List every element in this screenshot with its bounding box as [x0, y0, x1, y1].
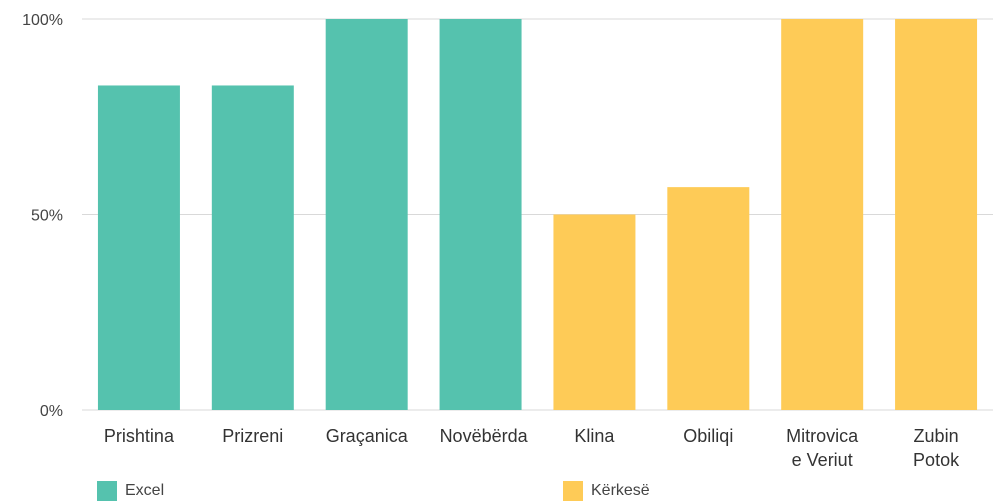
y-tick-label: 0%	[40, 403, 63, 420]
y-tick-label: 50%	[31, 208, 63, 225]
x-tick-label-box: Prishtina	[82, 424, 196, 448]
x-tick-label: Graçanica	[325, 426, 408, 446]
x-tick-label-box: Zubin Potok	[879, 424, 993, 472]
x-tick-label: Zubin Potok	[913, 426, 960, 470]
x-tick-label-box: Novëbërda	[424, 424, 538, 448]
x-tick-label: Prishtina	[103, 426, 174, 446]
bar	[97, 85, 180, 410]
bar	[895, 19, 978, 410]
x-tick-label-box: Klina	[538, 424, 652, 448]
legend-item: Kërkesë	[563, 481, 650, 501]
bar	[781, 19, 864, 410]
x-tick-label-box: Prizreni	[196, 424, 310, 448]
x-tick-label-box: Mitrovica e Veriut	[765, 424, 879, 472]
bar	[211, 85, 294, 410]
legend-label: Kërkesë	[591, 482, 650, 499]
bar	[439, 19, 522, 410]
x-tick-label: Novëbërda	[439, 426, 528, 446]
bar	[325, 19, 408, 410]
x-tick-label: Obiliqi	[683, 426, 734, 446]
x-tick-label-box: Obiliqi	[651, 424, 765, 448]
legend-swatch	[563, 481, 583, 501]
legend-swatch	[97, 481, 117, 501]
y-tick-label: 100%	[22, 12, 63, 29]
x-tick-label: Mitrovica e Veriut	[786, 426, 859, 470]
x-tick-label: Klina	[574, 426, 615, 446]
x-tick-label: Prizreni	[222, 426, 284, 446]
legend-item: Excel	[97, 481, 164, 501]
bar	[553, 214, 636, 410]
x-tick-label-box: Graçanica	[310, 424, 424, 448]
bar	[667, 187, 750, 410]
legend-label: Excel	[125, 482, 165, 499]
